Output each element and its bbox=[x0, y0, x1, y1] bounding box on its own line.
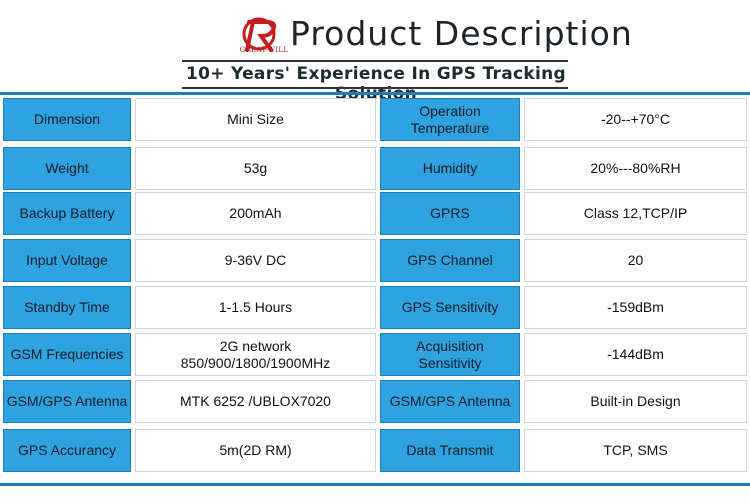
spec-value: Mini Size bbox=[135, 98, 376, 141]
spec-label: Standby Time bbox=[3, 286, 131, 329]
spec-row: GSM Frequencies 2G network 850/900/1800/… bbox=[0, 333, 750, 382]
spec-label: GPS Channel bbox=[380, 239, 520, 282]
spec-label: GPRS bbox=[380, 192, 520, 235]
spec-label: Dimension bbox=[3, 98, 131, 141]
spec-value: 2G network 850/900/1800/1900MHz bbox=[135, 333, 376, 376]
spec-label: GSM/GPS Antenna bbox=[380, 380, 520, 423]
spec-value: -159dBm bbox=[524, 286, 747, 329]
spec-label: GSM Frequencies bbox=[3, 333, 131, 376]
spec-value: -144dBm bbox=[524, 333, 747, 376]
spec-label: GSM/GPS Antenna bbox=[3, 380, 131, 423]
spec-label: Operation Temperature bbox=[380, 98, 520, 141]
spec-value: 1-1.5 Hours bbox=[135, 286, 376, 329]
spec-row: GSM/GPS Antenna MTK 6252 /UBLOX7020 GSM/… bbox=[0, 380, 750, 429]
header: GREAT-WILL Product Description 10+ Years… bbox=[0, 0, 750, 104]
spec-value: MTK 6252 /UBLOX7020 bbox=[135, 380, 376, 423]
subtitle-divider bbox=[182, 87, 568, 89]
spec-value: 5m(2D RM) bbox=[135, 429, 376, 472]
spec-value: 200mAh bbox=[135, 192, 376, 235]
spec-label: Backup Battery bbox=[3, 192, 131, 235]
spec-label: Acquisition Sensitivity bbox=[380, 333, 520, 376]
spec-value: 20 bbox=[524, 239, 747, 282]
title-divider bbox=[182, 60, 568, 62]
spec-value: Built-in Design bbox=[524, 380, 747, 423]
spec-value: 53g bbox=[135, 147, 376, 190]
spec-label: Humidity bbox=[380, 147, 520, 190]
spec-value: 20%---80%RH bbox=[524, 147, 747, 190]
spec-row: Weight 53g Humidity 20%---80%RH bbox=[0, 147, 750, 196]
spec-row: Standby Time 1-1.5 Hours GPS Sensitivity… bbox=[0, 286, 750, 335]
spec-value: 9-36V DC bbox=[135, 239, 376, 282]
spec-label: Data Transmit bbox=[380, 429, 520, 472]
spec-label: Input Voltage bbox=[3, 239, 131, 282]
spec-label: GPS Sensitivity bbox=[380, 286, 520, 329]
spec-table: Dimension Mini Size Operation Temperatur… bbox=[0, 92, 750, 486]
spec-row: GPS Accurancy 5m(2D RM) Data Transmit TC… bbox=[0, 429, 750, 478]
spec-row: Input Voltage 9-36V DC GPS Channel 20 bbox=[0, 239, 750, 288]
spec-label: Weight bbox=[3, 147, 131, 190]
spec-row: Backup Battery 200mAh GPRS Class 12,TCP/… bbox=[0, 192, 750, 241]
spec-label: GPS Accurancy bbox=[3, 429, 131, 472]
great-will-logo-icon bbox=[242, 17, 277, 52]
spec-row: Dimension Mini Size Operation Temperatur… bbox=[0, 98, 750, 147]
spec-value: -20--+70°C bbox=[524, 98, 747, 141]
spec-value: TCP, SMS bbox=[524, 429, 747, 472]
spec-value: Class 12,TCP/IP bbox=[524, 192, 747, 235]
brand-name: GREAT-WILL bbox=[239, 46, 289, 54]
page-title: Product Description bbox=[290, 14, 633, 53]
